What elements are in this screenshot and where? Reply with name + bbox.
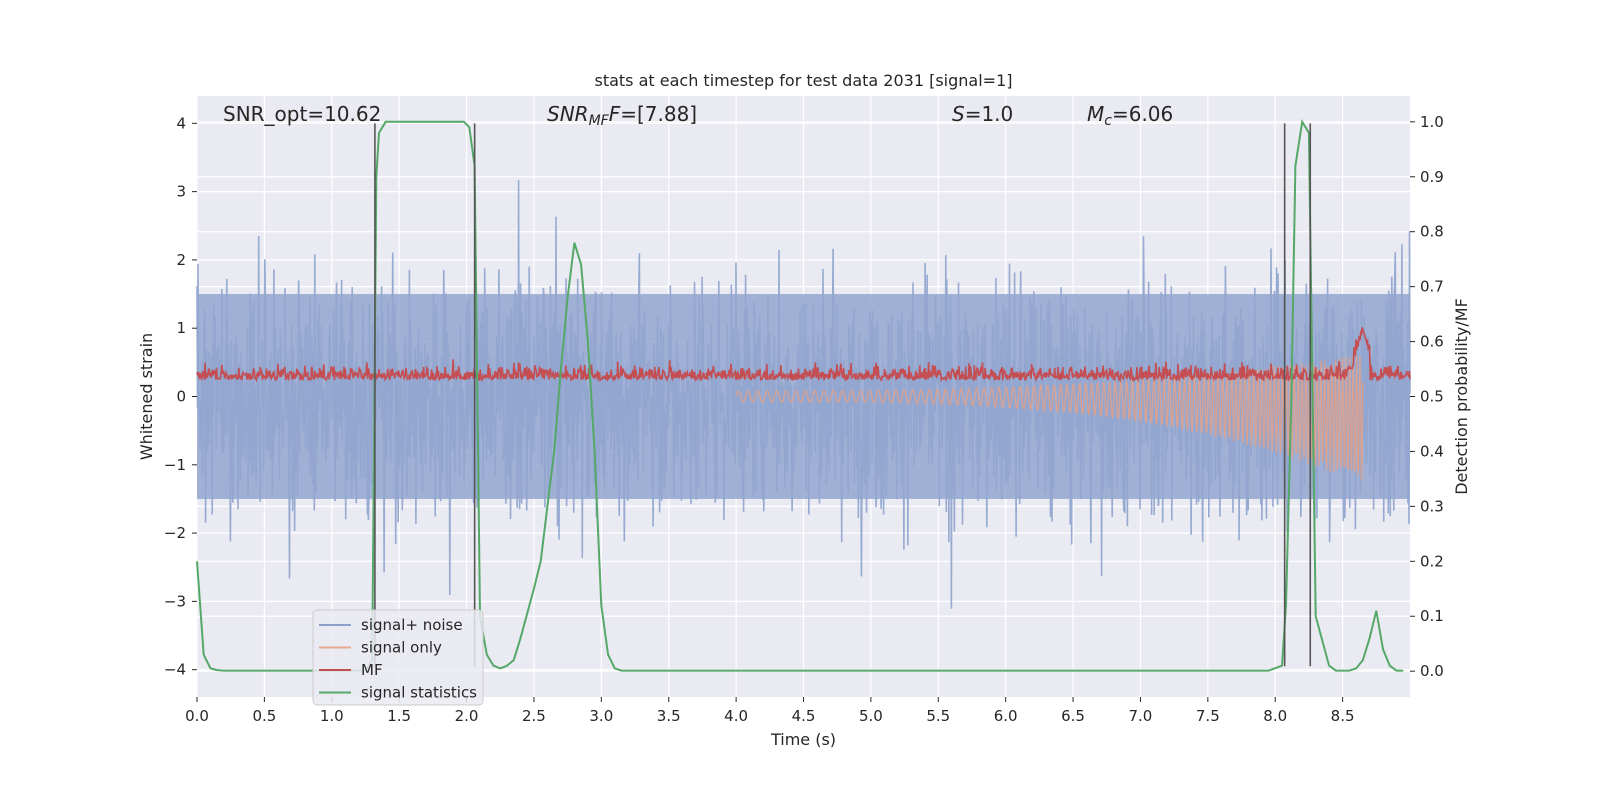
right-tick-label: 0.8 xyxy=(1420,223,1444,241)
legend-label: signal statistics xyxy=(361,684,477,702)
left-tick-label: −2 xyxy=(164,524,186,542)
x-tick-label: 5.5 xyxy=(926,707,950,725)
annotation-mc-main: M xyxy=(1087,102,1104,126)
x-tick-label: 3.5 xyxy=(657,707,681,725)
x-tick-label: 0.5 xyxy=(252,707,276,725)
right-tick-label: 1.0 xyxy=(1420,113,1444,131)
right-tick-label: 0.4 xyxy=(1420,442,1444,460)
x-tick-label: 6.0 xyxy=(994,707,1018,725)
x-tick-label: 3.0 xyxy=(589,707,613,725)
left-axis-ticks: −4 −3 −2 −1 0 1 2 3 4 xyxy=(164,114,197,679)
annotation-snr-mf-f: F xyxy=(609,102,621,126)
x-axis-ticks: 0.0 0.5 1.0 1.5 2.0 2.5 3.0 3.5 4.0 4.5 5.0 5.5 6.0 6… xyxy=(185,697,1355,725)
mf-line xyxy=(196,327,1411,383)
right-axis-ticks: 0.0 0.1 0.2 0.3 0.4 0.5 0.6 0.7 0.8 0.9 1.0 xyxy=(1410,113,1444,680)
x-tick-label: 4.0 xyxy=(724,707,748,725)
signal-statistics-series xyxy=(196,118,1404,672)
left-tick-label: −4 xyxy=(164,661,186,679)
x-tick-label: 7.5 xyxy=(1196,707,1220,725)
right-tick-label: 0.6 xyxy=(1420,333,1444,351)
right-axis-label: Detection probability/MF xyxy=(1452,298,1471,495)
annotation-mc-sub: c xyxy=(1104,113,1112,129)
legend: signal+ noise signal only MF signal statist… xyxy=(312,609,484,706)
right-tick-label: 0.5 xyxy=(1420,388,1444,406)
annotation-mc: Mc=6.06 xyxy=(1087,102,1173,129)
signal-statistics-line xyxy=(196,118,1404,672)
legend-box xyxy=(312,609,484,706)
annotation-s: S=1.0 xyxy=(952,102,1013,126)
right-tick-label: 0.0 xyxy=(1420,662,1444,680)
x-tick-label: 7.0 xyxy=(1129,707,1153,725)
x-tick-label: 1.5 xyxy=(387,707,411,725)
x-tick-label: 4.5 xyxy=(792,707,816,725)
left-tick-label: 3 xyxy=(176,183,186,201)
left-tick-label: 1 xyxy=(176,319,186,337)
legend-label: MF xyxy=(361,661,383,679)
left-axis-label: Whitened strain xyxy=(137,333,156,460)
mf-series xyxy=(196,327,1411,383)
left-tick-label: −3 xyxy=(164,592,186,610)
annotation-snr-opt: SNR_opt=10.62 xyxy=(223,102,381,126)
x-tick-label: 2.5 xyxy=(522,707,546,725)
right-tick-label: 0.1 xyxy=(1420,607,1444,625)
legend-label: signal+ noise xyxy=(361,616,463,634)
annotation-s-value: =1.0 xyxy=(965,102,1014,126)
left-tick-label: −1 xyxy=(164,456,186,474)
annotation-snr-mf: SNRMFF=[7.88] xyxy=(547,102,697,129)
right-tick-label: 0.9 xyxy=(1420,168,1444,186)
annotation-mc-value: =6.06 xyxy=(1112,102,1173,126)
right-tick-label: 0.3 xyxy=(1420,497,1444,515)
left-tick-label: 2 xyxy=(176,251,186,269)
annotation-s-main: S xyxy=(952,102,965,126)
x-axis-label: Time (s) xyxy=(770,730,836,749)
left-tick-label: 4 xyxy=(176,114,186,132)
right-tick-label: 0.7 xyxy=(1420,278,1444,296)
chart-title: stats at each timestep for test data 203… xyxy=(594,71,1012,90)
left-tick-label: 0 xyxy=(176,388,186,406)
signal-only-line xyxy=(735,355,1364,481)
vertical-markers xyxy=(374,123,1312,667)
signal-only-series xyxy=(735,355,1364,481)
x-tick-label: 1.0 xyxy=(320,707,344,725)
x-tick-label: 6.5 xyxy=(1061,707,1085,725)
legend-label: signal only xyxy=(361,639,442,657)
x-tick-label: 5.0 xyxy=(859,707,883,725)
annotation-snr-mf-sub: MF xyxy=(589,113,610,129)
x-tick-label: 2.0 xyxy=(455,707,479,725)
x-tick-label: 0.0 xyxy=(185,707,209,725)
x-tick-label: 8.0 xyxy=(1263,707,1287,725)
x-tick-label: 8.5 xyxy=(1331,707,1355,725)
annotation-snr-mf-main: SNR xyxy=(547,102,589,126)
right-tick-label: 0.2 xyxy=(1420,552,1444,570)
annotation-snr-mf-value: =[7.88] xyxy=(620,102,697,126)
